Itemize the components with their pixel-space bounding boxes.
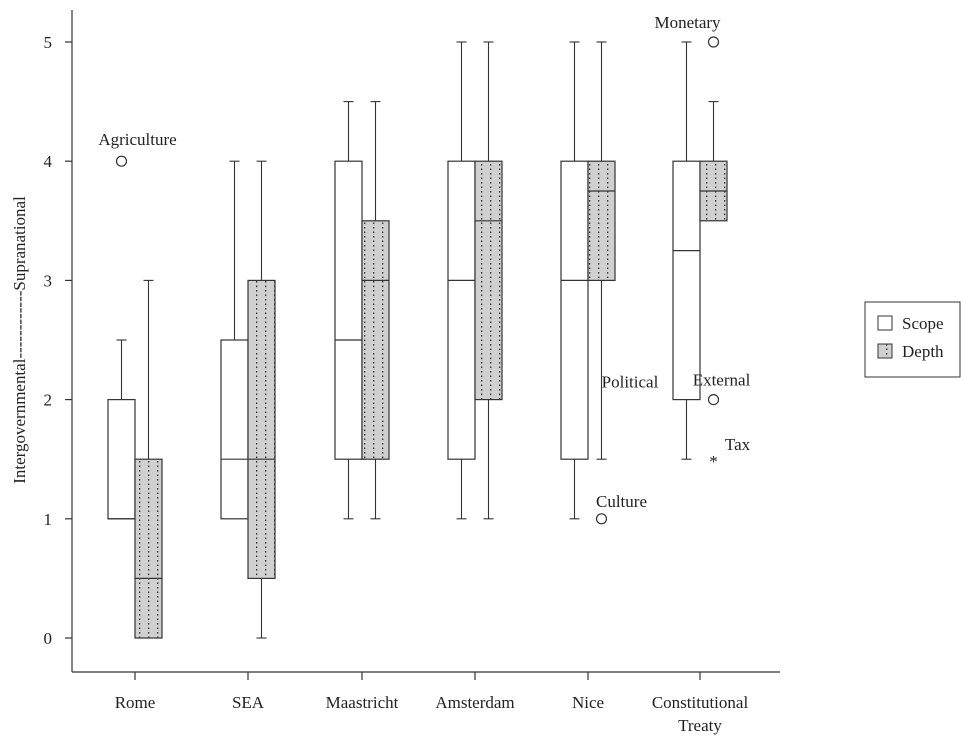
outlier-circle: [709, 395, 719, 405]
box-rect: [588, 161, 615, 280]
chart-outliers: *: [117, 37, 719, 524]
x-tick-label: Rome: [115, 693, 156, 712]
legend: Scope Depth: [865, 302, 960, 377]
box-rect: [673, 161, 700, 399]
box-scope-constitutional-treaty: [673, 42, 700, 459]
outlier-circle: [597, 514, 607, 524]
y-tick-label: 5: [44, 33, 53, 52]
x-tick-label: Maastricht: [326, 693, 399, 712]
outlier-circle: [117, 156, 127, 166]
annotation-label: Political: [602, 373, 659, 392]
chart-labels: Agriculture Culture Monetary External Tax Pol…: [98, 13, 750, 511]
box-rect: [248, 280, 275, 578]
x-tick-label: Amsterdam: [435, 693, 514, 712]
box-scope-amsterdam: [448, 42, 475, 519]
outlier-label: Tax: [725, 435, 751, 454]
y-tick-label: 3: [44, 271, 53, 290]
x-tick-label: Nice: [572, 693, 604, 712]
box-depth-amsterdam: [475, 42, 502, 519]
box-rect: [135, 459, 162, 638]
box-scope-nice: [561, 42, 588, 519]
box-rect: [448, 161, 475, 459]
box-rect: [561, 161, 588, 459]
box-scope-maastricht: [335, 102, 362, 519]
box-rect: [335, 161, 362, 459]
box-scope-rome: [108, 340, 135, 519]
outlier-label: Culture: [596, 492, 647, 511]
outlier-label: Agriculture: [98, 130, 176, 149]
outlier-circle: [709, 37, 719, 47]
y-tick-label: 4: [44, 152, 53, 171]
box-depth-nice: [588, 42, 615, 459]
x-tick-label: Treaty: [678, 716, 722, 735]
legend-label: Scope: [902, 314, 944, 333]
x-tick-label: Constitutional: [652, 693, 749, 712]
chart-axes: 0 1 2 3 4 5 Intergovernmental------------Supra…: [10, 10, 780, 735]
legend-label: Depth: [902, 342, 944, 361]
x-tick-label: SEA: [232, 693, 265, 712]
box-scope-sea: [221, 161, 248, 519]
box-rect: [362, 221, 389, 459]
box-depth-rome: [135, 280, 162, 638]
box-rect: [475, 161, 502, 399]
legend-swatch: [878, 316, 892, 330]
outlier-star: *: [709, 452, 718, 471]
box-rect: [221, 340, 248, 519]
box-depth-sea: [248, 161, 275, 638]
box-depth-maastricht: [362, 102, 389, 519]
legend-swatch: [878, 344, 892, 358]
y-tick-label: 1: [44, 510, 53, 529]
outlier-label: Monetary: [654, 13, 721, 32]
outlier-label: External: [693, 371, 751, 390]
chart-boxes: [108, 42, 727, 638]
box-depth-constitutional-treaty: [700, 102, 727, 221]
y-tick-label: 2: [44, 391, 53, 410]
y-axis-label: Intergovernmental------------Supranation…: [10, 196, 29, 484]
y-tick-label: 0: [44, 629, 53, 648]
box-rect: [108, 400, 135, 519]
